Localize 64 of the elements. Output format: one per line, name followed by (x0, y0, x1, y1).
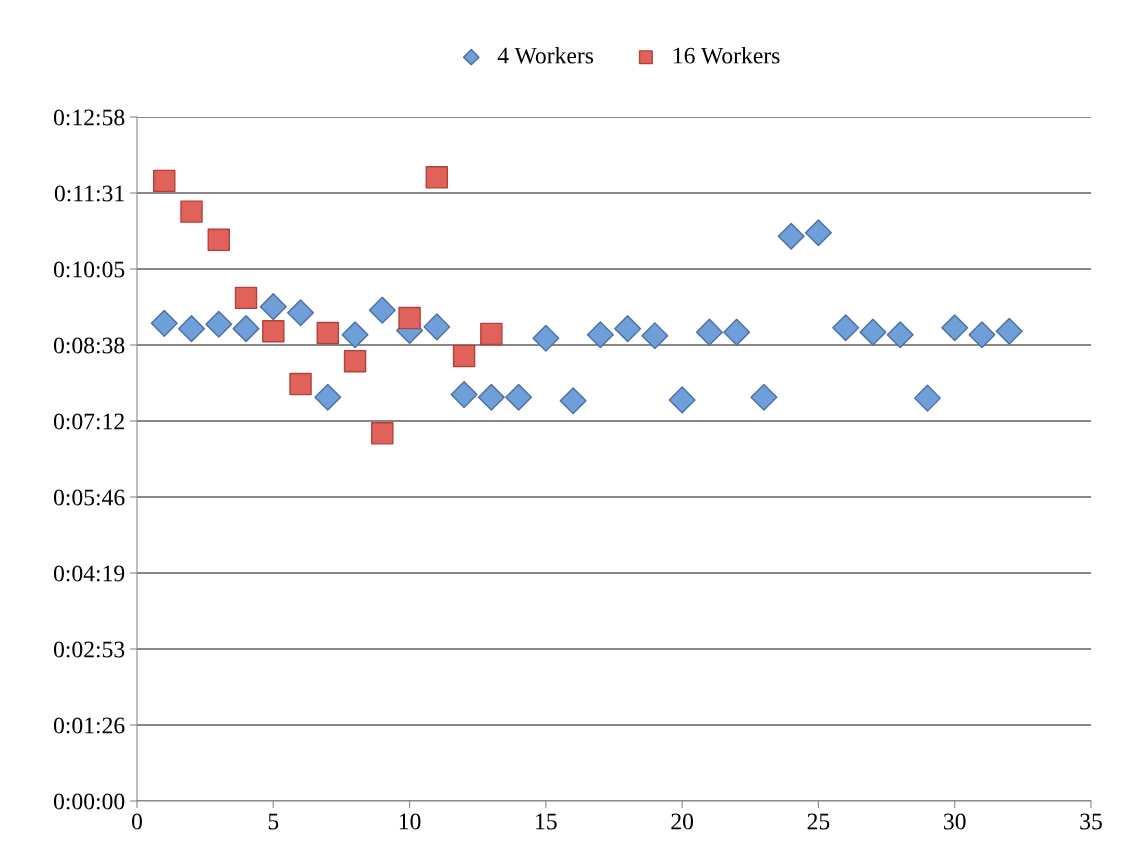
x-tick-label: 15 (536, 813, 557, 830)
point (205, 310, 233, 338)
point (995, 317, 1023, 345)
point (641, 322, 669, 350)
point (423, 313, 451, 341)
legend-label: 16 Workers (673, 46, 780, 64)
point (614, 315, 642, 343)
point (913, 384, 941, 412)
point (316, 321, 340, 345)
point (750, 383, 778, 411)
point (668, 386, 696, 414)
point (180, 200, 203, 223)
point (371, 422, 394, 445)
point (178, 315, 206, 343)
point (559, 387, 587, 415)
y-tick-label: 0:11:31 (54, 185, 124, 202)
point (723, 318, 751, 346)
point (262, 320, 285, 343)
point (450, 381, 478, 409)
point (289, 372, 312, 396)
y-tick-label: 0:10:05 (53, 261, 125, 278)
legend-label: 4 Workers (497, 46, 594, 64)
point (859, 318, 887, 346)
point (777, 222, 805, 250)
point (452, 344, 476, 368)
point (832, 314, 860, 342)
point (695, 318, 723, 346)
x-tick-label: 25 (807, 813, 830, 830)
point (968, 321, 996, 349)
y-tick-label: 0:05:46 (53, 489, 125, 506)
point (398, 306, 421, 330)
point (480, 322, 503, 346)
point (941, 314, 969, 342)
point (207, 228, 230, 252)
y-tick-label: 0:04:19 (53, 565, 125, 582)
y-tick-label: 0:12:58 (53, 109, 125, 126)
x-tick-label: 20 (671, 813, 694, 830)
point (234, 286, 258, 310)
x-tick-label: 0 (132, 813, 142, 830)
point (804, 219, 832, 247)
point (505, 383, 533, 411)
point (343, 349, 367, 373)
point (586, 321, 614, 349)
x-tick-label: 35 (1080, 813, 1102, 830)
point (287, 299, 315, 327)
point (259, 293, 287, 321)
y-tick-label: 0:02:53 (53, 641, 125, 658)
point (314, 383, 342, 411)
y-tick-label: 0:00:00 (53, 793, 125, 810)
point (153, 169, 176, 193)
point (341, 321, 369, 349)
y-tick-label: 0:07:12 (53, 413, 124, 430)
point (425, 166, 449, 189)
x-tick-label: 30 (944, 813, 966, 830)
point (150, 309, 178, 337)
y-tick-label: 0:01:26 (53, 717, 125, 734)
point (477, 383, 505, 411)
point (532, 324, 560, 352)
y-tick-label: 0:08:38 (53, 337, 125, 354)
point (886, 321, 914, 349)
x-tick-label: 10 (399, 813, 421, 830)
point (232, 315, 260, 343)
x-tick-label: 5 (268, 813, 279, 830)
point (368, 296, 396, 324)
